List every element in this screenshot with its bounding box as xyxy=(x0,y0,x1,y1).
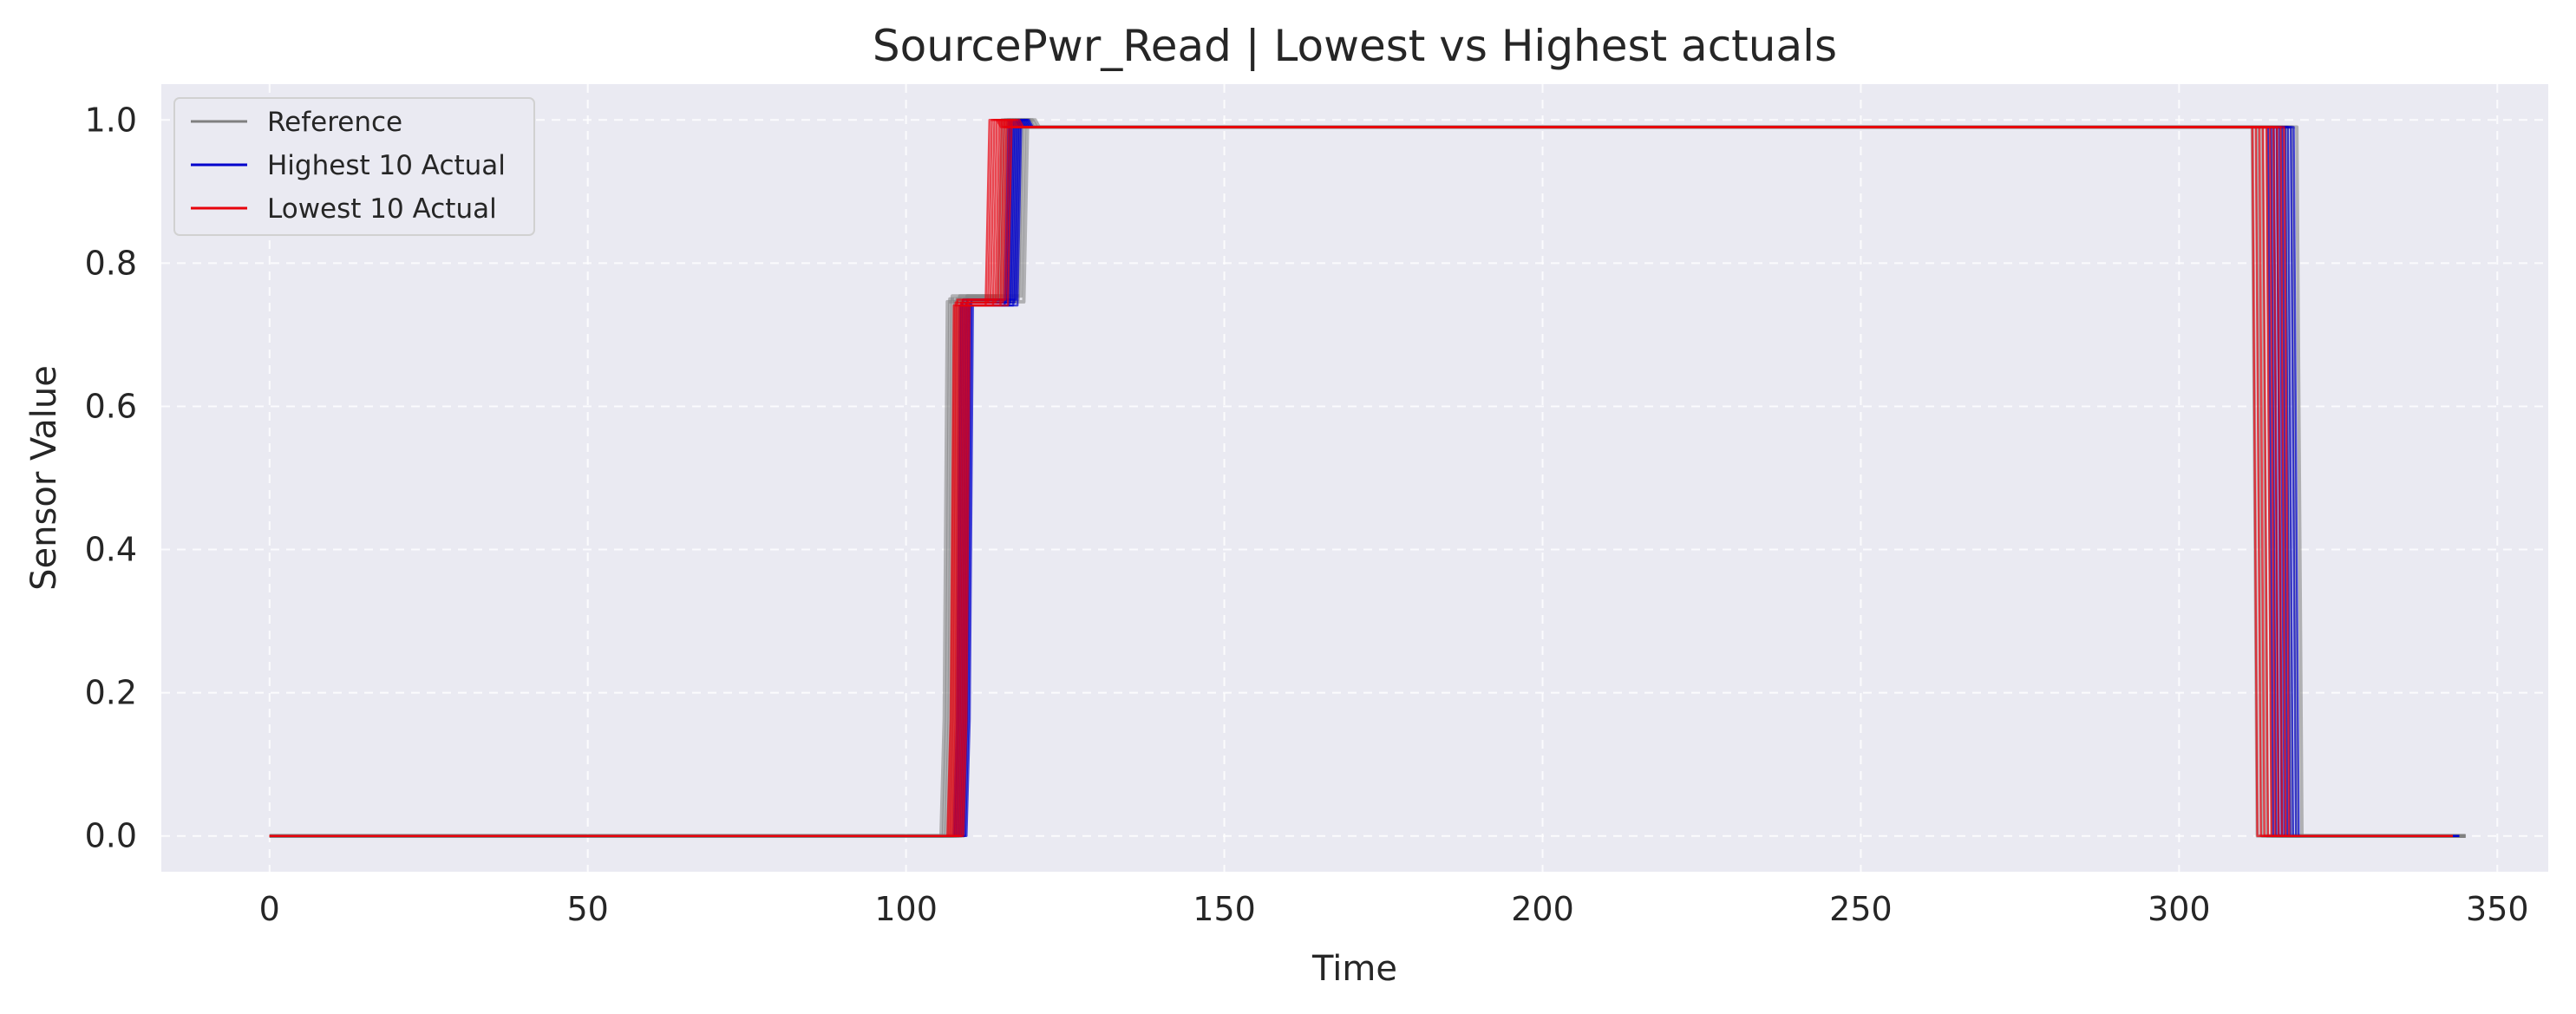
series-line-lowest-10-actual xyxy=(269,119,2453,837)
series-line-lowest-10-actual xyxy=(269,119,2453,837)
legend-label-highest: Highest 10 Actual xyxy=(267,150,506,181)
series-lines xyxy=(269,118,2466,838)
x-axis-label: Time xyxy=(1311,949,1397,989)
y-axis-label: Sensor Value xyxy=(24,365,64,591)
plot-area xyxy=(161,84,2548,872)
chart-title: SourcePwr_Read | Lowest vs Highest actua… xyxy=(873,21,1837,71)
legend-label-reference: Reference xyxy=(267,107,402,138)
legend: Reference Highest 10 Actual Lowest 10 Ac… xyxy=(173,97,535,236)
x-tick-label: 150 xyxy=(1193,890,1256,928)
series-line-lowest-10-actual xyxy=(269,119,2453,837)
x-tick-label: 350 xyxy=(2466,890,2529,928)
legend-box xyxy=(173,97,535,236)
series-line-lowest-10-actual xyxy=(269,119,2453,837)
series-line-lowest-10-actual xyxy=(269,119,2453,837)
y-tick-label: 1.0 xyxy=(85,101,137,139)
series-line-lowest-10-actual xyxy=(269,119,2453,837)
legend-label-lowest: Lowest 10 Actual xyxy=(267,193,497,225)
y-tick-label: 0.0 xyxy=(85,817,137,855)
x-tick-label: 300 xyxy=(2148,890,2211,928)
y-tick-label: 0.6 xyxy=(85,387,137,425)
series-line-lowest-10-actual xyxy=(269,119,2453,837)
x-tick-label: 250 xyxy=(1829,890,1893,928)
x-tick-label: 50 xyxy=(567,890,609,928)
x-tick-label: 100 xyxy=(874,890,938,928)
x-tick-labels: 0 50 100 150 200 250 300 350 xyxy=(259,890,2529,928)
y-tick-label: 0.4 xyxy=(85,531,137,569)
series-line-lowest-10-actual xyxy=(269,119,2453,837)
series-line-highest-10-actual xyxy=(269,119,2460,837)
series-line-lowest-10-actual xyxy=(269,119,2453,837)
y-tick-label: 0.2 xyxy=(85,674,137,712)
y-tick-label: 0.8 xyxy=(85,244,137,282)
series-line-lowest-10-actual xyxy=(269,119,2453,837)
y-tick-labels: 0.0 0.2 0.4 0.6 0.8 1.0 xyxy=(85,101,137,854)
x-tick-label: 0 xyxy=(259,890,280,928)
x-tick-label: 200 xyxy=(1511,890,1574,928)
